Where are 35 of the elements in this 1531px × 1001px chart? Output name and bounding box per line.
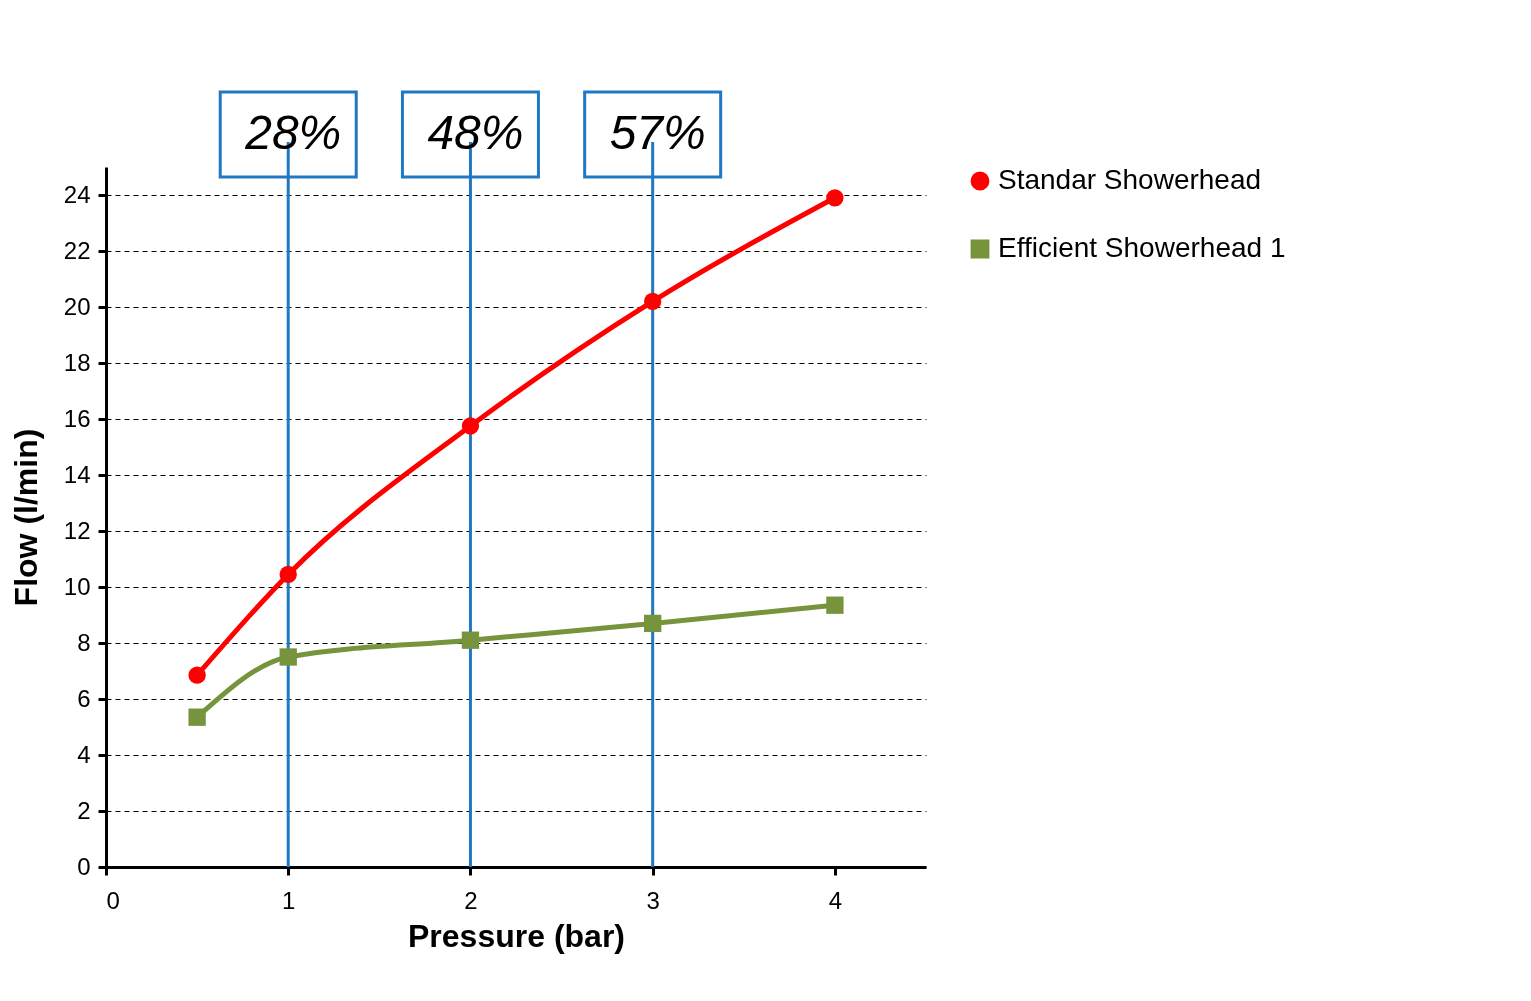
point <box>644 614 662 633</box>
point <box>188 708 206 726</box>
y-tick-label: 4 <box>77 740 91 768</box>
y-tick-label: 0 <box>77 852 91 880</box>
text: 28% <box>244 106 342 159</box>
y-tick-label: 24 <box>63 180 91 208</box>
y-tick-label: 12 <box>63 516 91 544</box>
point <box>826 189 844 207</box>
x-tick-label: 1 <box>282 886 296 914</box>
y-tick-label: 20 <box>63 292 91 320</box>
point <box>461 417 480 435</box>
y-tick-label: 14 <box>63 460 91 488</box>
x-tick-label: 4 <box>828 886 843 914</box>
legend-label: Standar Showerhead <box>998 164 1262 195</box>
y-tick-label: 22 <box>63 236 91 264</box>
legend-label: Efficient Showerhead 1 <box>998 232 1286 263</box>
point <box>644 292 662 311</box>
point <box>279 565 297 584</box>
x-tick-label: 3 <box>646 886 660 914</box>
x-tick-label: 2 <box>464 886 478 914</box>
point <box>279 648 297 666</box>
text: 48% <box>427 106 524 159</box>
y-tick-label: 10 <box>63 572 91 600</box>
y-tick-label: 16 <box>63 404 91 432</box>
point <box>188 666 206 684</box>
y-tick-label: 18 <box>63 348 91 376</box>
x-tick-label: 0 <box>106 886 120 914</box>
y-tick-label: 8 <box>77 628 91 656</box>
point <box>826 596 844 614</box>
y-tick-label: 6 <box>77 684 91 712</box>
y-tick-label: 2 <box>77 796 91 824</box>
x-axis-title: Pressure (bar) <box>408 917 625 954</box>
point <box>461 631 480 649</box>
y-axis-title: Flow (l/min) <box>7 428 44 607</box>
text: 57% <box>609 106 706 159</box>
